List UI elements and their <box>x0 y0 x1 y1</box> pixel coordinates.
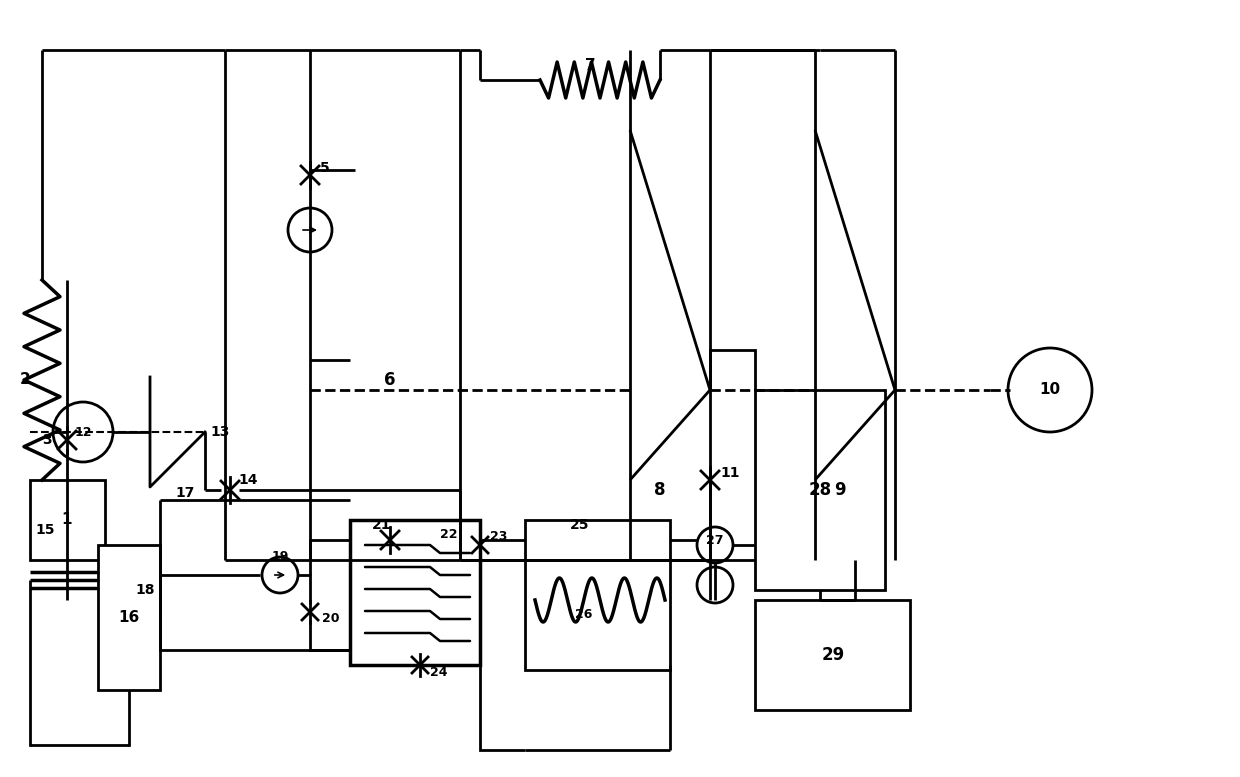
Text: 15: 15 <box>36 523 55 537</box>
Circle shape <box>288 208 332 252</box>
Bar <box>755 600 910 710</box>
Bar <box>98 545 160 690</box>
Bar <box>30 480 105 560</box>
Text: 3: 3 <box>42 433 52 447</box>
Text: 10: 10 <box>1039 382 1060 398</box>
Circle shape <box>697 527 733 563</box>
Text: 24: 24 <box>430 665 448 678</box>
Text: 21: 21 <box>372 518 392 532</box>
Circle shape <box>53 402 113 462</box>
Text: 23: 23 <box>490 531 507 543</box>
Circle shape <box>697 567 733 603</box>
Text: 6: 6 <box>384 371 396 389</box>
Text: 17: 17 <box>175 486 195 500</box>
Text: 18: 18 <box>135 583 155 597</box>
Text: 2: 2 <box>20 372 30 388</box>
Text: 29: 29 <box>821 646 844 664</box>
Text: 22: 22 <box>440 528 458 542</box>
Text: 28: 28 <box>808 481 832 499</box>
Text: 1: 1 <box>62 513 72 528</box>
Text: 11: 11 <box>720 466 739 480</box>
Text: 14: 14 <box>238 473 258 487</box>
Bar <box>755 390 885 590</box>
Text: 7: 7 <box>585 57 595 72</box>
Circle shape <box>1008 348 1092 432</box>
Text: 20: 20 <box>322 611 340 625</box>
Text: 12: 12 <box>74 426 92 438</box>
Bar <box>350 520 480 665</box>
Text: 27: 27 <box>707 534 724 546</box>
Bar <box>525 520 670 670</box>
Text: 19: 19 <box>272 550 289 563</box>
Text: 9: 9 <box>835 481 846 499</box>
Text: 25: 25 <box>570 518 589 532</box>
Text: 13: 13 <box>210 425 229 439</box>
Circle shape <box>262 557 298 593</box>
Text: 16: 16 <box>118 611 140 625</box>
Text: 8: 8 <box>655 481 666 499</box>
Text: 5: 5 <box>320 161 330 175</box>
Text: 26: 26 <box>575 608 593 622</box>
